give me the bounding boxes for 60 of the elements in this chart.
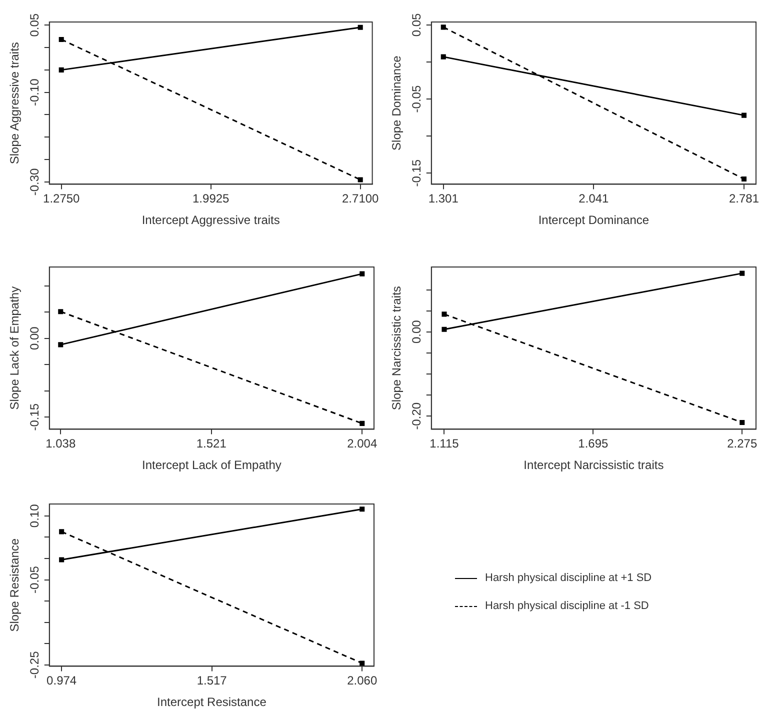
y-tick-label: 0.05 [410,12,424,37]
x-tick-label: 1.695 [578,436,609,451]
x-tick-label: 2.060 [347,674,378,688]
x-tick-label: 2.781 [729,192,760,206]
point [740,270,745,276]
point [360,660,365,666]
point [58,36,64,42]
y-tick-label: -0.25 [28,650,42,679]
point [58,342,64,348]
y-axis-title: Slope Aggressive traits [8,42,22,164]
x-tick-label: 1.521 [196,436,227,451]
point [358,177,363,182]
x-tick-label: 1.038 [46,436,76,451]
point [58,309,64,314]
point [59,529,64,534]
x-tick-label: 2.004 [347,436,378,451]
x-axis-title: Intercept Aggressive traits [142,213,280,228]
y-tick-label: 0.10 [28,504,42,528]
point [742,176,747,182]
x-tick-label: 2.041 [578,192,610,206]
point [360,271,365,276]
y-axis-title: Slope Resistance [8,538,22,632]
point [740,420,745,425]
legend-label: Harsh physical discipline at +1 SD [485,572,652,584]
x-axis-title: Intercept Resistance [157,695,267,710]
legend-label: Harsh physical discipline at -1 SD [485,600,649,612]
point [442,312,447,317]
y-tick-label: 0.00 [28,326,42,350]
point [440,24,446,30]
x-axis-title: Intercept Narcissistic traits [524,458,664,472]
y-tick-label: 0.05 [28,13,42,37]
x-tick-label: 0.974 [46,674,77,688]
y-tick-label: -0.15 [28,403,42,431]
y-tick-label: -0.30 [28,168,42,196]
x-tick-label: 1.517 [196,674,228,688]
point [442,326,447,332]
x-axis-title: Intercept Lack of Empathy [142,458,282,472]
point [358,24,363,30]
point [59,557,64,562]
x-tick-label: 1.115 [430,436,460,451]
x-tick-label: 1.301 [428,192,459,206]
y-axis-title: Slope Narcissistic traits [390,286,404,410]
y-axis-title: Slope Lack of Empathy [8,286,22,410]
point [440,54,446,60]
point [360,420,365,426]
x-tick-label: 1.9925 [192,192,230,206]
point [58,67,64,72]
y-tick-label: -0.20 [410,402,424,430]
y-axis-title: Slope Dominance [390,55,404,150]
y-tick-label: -0.05 [410,85,424,113]
x-axis-title: Intercept Dominance [538,213,650,228]
y-tick-label: -0.05 [28,566,42,594]
x-tick-label: 2.7100 [342,192,380,206]
point [742,112,747,118]
y-tick-label: 0.00 [410,320,424,344]
x-tick-label: 1.2750 [43,192,80,206]
point [360,506,365,512]
x-tick-label: 2.275 [727,436,758,451]
y-tick-label: -0.10 [28,78,42,106]
y-tick-label: -0.15 [410,159,424,187]
